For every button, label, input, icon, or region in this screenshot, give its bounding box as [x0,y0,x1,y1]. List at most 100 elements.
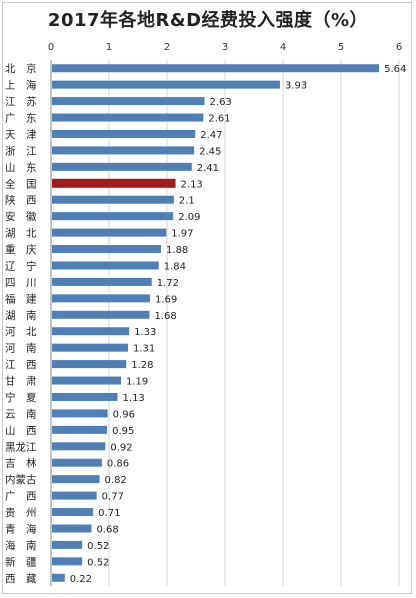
category-label: 湖 北 [5,228,37,240]
category-label: 新 疆 [5,555,37,568]
bar [52,557,83,566]
category-label: 四 川 [5,277,37,289]
category-label: 江 苏 [5,95,37,108]
category-label: 天 津 [5,129,37,141]
category-label: 河 南 [5,342,37,355]
bar [52,409,108,418]
bar [52,195,174,204]
x-tick-label: 5 [338,42,344,53]
value-label: 1.69 [155,294,177,305]
category-label: 广 东 [5,112,37,125]
value-label: 1.28 [131,360,153,371]
chart-title: 2017年各地R&D经费投入强度（%） [47,10,369,31]
value-label: 2.13 [181,179,203,190]
bar [52,491,97,500]
value-label: 1.33 [134,327,156,338]
value-label: 2.45 [199,146,221,157]
value-label: 1.72 [157,278,179,289]
value-label: 2.63 [210,97,232,108]
value-label: 0.95 [112,426,134,437]
value-label: 0.96 [113,409,135,420]
category-label: 山 东 [5,161,37,174]
bar [52,475,100,484]
value-label: 2.41 [197,163,219,174]
bar [52,458,102,467]
value-label: 5.64 [384,64,406,75]
bar [52,425,108,434]
category-label: 甘 肃 [5,375,37,388]
category-label: 全 国 [5,177,37,190]
bar [52,442,106,451]
bar [52,97,205,106]
category-label: 海 南 [5,539,37,552]
value-label: 1.84 [164,261,186,272]
value-label: 3.93 [285,81,307,92]
bar [52,228,167,237]
value-label: 0.77 [102,492,124,503]
value-label: 0.68 [96,524,118,535]
category-label: 云 南 [5,407,37,420]
value-label: 0.22 [70,574,92,585]
x-tick-label: 4 [280,42,286,53]
value-label: 2.47 [200,130,222,141]
category-label: 福 建 [5,292,37,305]
value-label: 0.52 [87,541,109,552]
bar [52,162,192,171]
category-label: 西 藏 [5,573,37,585]
bar [52,360,127,369]
category-label: 安 徽 [5,210,37,223]
bar [52,327,130,336]
value-label: 2.09 [178,212,200,223]
category-label: 湖 南 [5,309,37,322]
bar [52,376,122,385]
category-label: 辽 宁 [5,259,37,272]
category-label: 青 海 [5,522,37,535]
bar [52,294,151,303]
x-tick-label: 3 [222,42,228,53]
value-label: 2.61 [208,114,230,125]
bar [52,80,280,89]
bar [52,508,94,517]
bar [52,129,196,138]
value-label: 1.68 [154,311,176,322]
category-label: 河 北 [5,326,37,338]
value-label: 2.1 [179,196,195,207]
bar [52,261,159,270]
category-label: 宁 夏 [5,391,37,404]
category-label: 江 西 [5,359,37,371]
x-tick-label: 2 [164,42,170,53]
value-label: 0.86 [107,459,129,470]
bar [52,310,150,319]
bar [52,178,176,188]
bar [52,392,118,401]
category-label: 北 京 [5,62,37,75]
value-label: 1.88 [166,245,188,256]
category-label: 浙 江 [5,145,37,157]
category-label: 内蒙古 [5,473,37,486]
bar [52,245,162,254]
value-label: 0.82 [105,475,127,486]
bar [52,524,92,533]
x-tick-label: 0 [48,42,54,53]
value-label: 1.31 [133,344,155,355]
x-tick-label: 1 [106,42,112,53]
bar [52,113,204,122]
bar [52,277,152,286]
bar [52,343,128,352]
value-label: 1.19 [126,377,148,388]
x-tick-label: 6 [396,42,402,53]
category-label: 山 西 [5,425,37,437]
value-label: 0.92 [110,442,132,453]
category-label: 陕 西 [5,194,37,207]
category-label: 广 西 [5,491,37,503]
value-label: 0.71 [98,508,120,519]
category-label: 重 庆 [5,243,37,256]
bar [52,573,65,582]
category-label: 贵 州 [5,506,37,519]
category-label: 吉 林 [5,457,37,470]
bar [52,146,195,155]
value-label: 1.13 [123,393,145,404]
bar [52,212,174,221]
category-label: 上 海 [5,79,37,92]
